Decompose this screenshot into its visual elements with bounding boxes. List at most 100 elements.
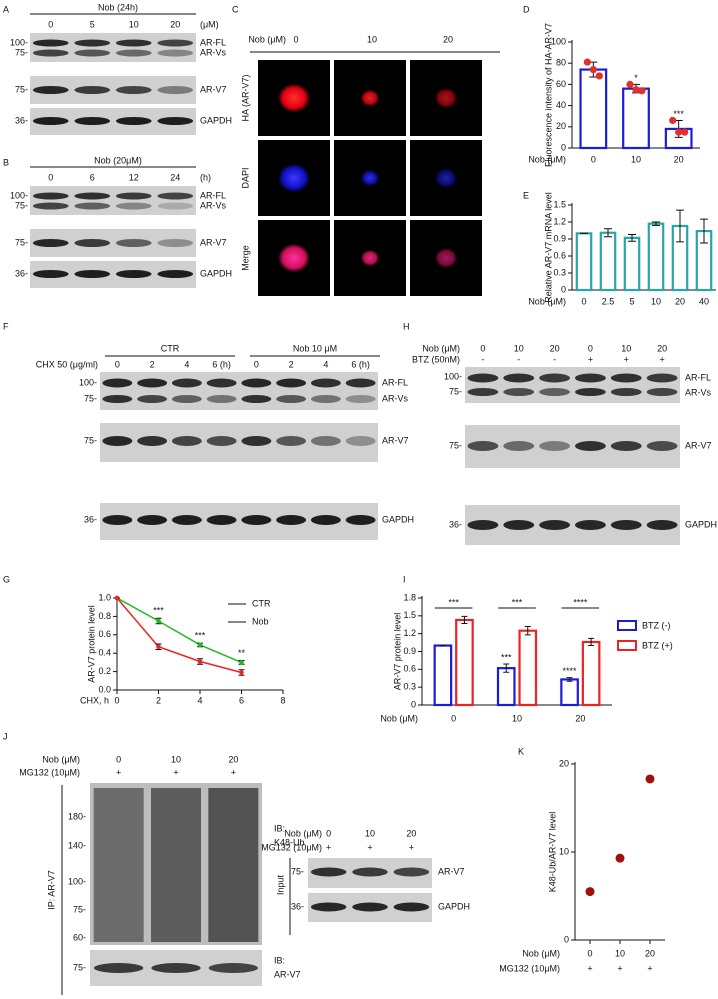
blot-band: [32, 202, 69, 210]
band-label: AR-FL: [200, 37, 226, 47]
unit: (μM): [200, 19, 219, 29]
blot: [465, 505, 680, 545]
lane-label: 20: [657, 343, 667, 353]
panel-letter: C: [232, 4, 239, 14]
blot-band: [610, 373, 642, 383]
blot-band: [102, 436, 133, 446]
blot-band: [115, 192, 152, 200]
mw-marker: 75-: [15, 237, 28, 247]
blot-band: [157, 39, 194, 47]
nucleus: [435, 248, 457, 268]
data-point: [595, 72, 603, 80]
x-tick-label: 0: [591, 154, 596, 164]
blot: [30, 33, 196, 62]
nucleus: [435, 88, 457, 108]
blot-band: [241, 395, 272, 403]
y-tick-label: 0.3: [403, 682, 416, 692]
blot-band: [206, 515, 237, 525]
panel-letter: A: [3, 4, 9, 14]
legend-label: Nob: [252, 616, 269, 626]
panel-letter: E: [523, 190, 529, 200]
ib-label: K48-Ub: [274, 837, 305, 847]
band-label: AR-Vs: [685, 387, 712, 397]
bar: [579, 68, 608, 150]
ib-label: IB:: [274, 823, 285, 833]
nucleus: [361, 89, 379, 107]
lane-label: 0: [48, 172, 53, 182]
legend-label: BTZ (-): [642, 620, 671, 630]
lane-label: 6 (h): [212, 359, 231, 369]
band-label: AR-V7: [685, 440, 712, 450]
row-label: DAPI: [240, 167, 250, 188]
error-bar: [566, 677, 573, 682]
lane-label: -: [481, 354, 484, 364]
blot-band: [539, 520, 570, 530]
blot-band: [345, 378, 376, 388]
bar: [455, 618, 474, 707]
bar: [433, 644, 453, 707]
error-bar: [461, 615, 468, 625]
x-tick-label: 2.5: [602, 296, 615, 306]
significance: ***: [673, 109, 684, 119]
data-point: [114, 595, 120, 601]
data-point: [638, 87, 646, 95]
blot-band: [171, 436, 202, 446]
x-tick-label: 10: [615, 948, 625, 958]
data-point: [156, 618, 161, 624]
blot-band: [137, 378, 168, 388]
lane-label: 0: [293, 34, 298, 44]
blot-band: [206, 395, 237, 403]
x-axis-label: Nob (μM): [528, 296, 566, 306]
error-bar: [604, 228, 612, 238]
x-tick-label: +: [587, 963, 592, 973]
blot-band: [157, 270, 194, 278]
data-point: [645, 774, 655, 784]
treatment: Nob (24h): [98, 2, 138, 12]
y-tick-label: 0.8: [98, 611, 111, 621]
legend-label: CTR: [252, 598, 271, 608]
x-axis-label: CHX, h: [80, 695, 109, 705]
blot-band: [539, 388, 570, 396]
blot-band: [115, 86, 152, 94]
mw-marker: 75-: [84, 393, 97, 403]
error-bar: [524, 626, 531, 636]
blot-band: [467, 520, 499, 530]
blot-band: [241, 378, 272, 388]
x-tick-label: 20: [675, 296, 685, 306]
lane-label: +: [409, 842, 414, 852]
treatment: Nob (μM): [248, 34, 286, 44]
band-label: AR-FL: [382, 377, 408, 387]
blot-band: [610, 388, 642, 396]
blot: [100, 372, 378, 410]
blot-band: [393, 902, 430, 912]
blot-band: [276, 378, 307, 388]
y-tick-label: 60: [556, 79, 566, 89]
blot-band: [115, 49, 152, 57]
mw-marker: 75-: [73, 962, 86, 972]
significance: ***: [153, 606, 164, 616]
blot-band: [575, 388, 606, 396]
smear: [93, 788, 144, 942]
y-axis-label: K48-Ub/AR-V7 level: [547, 812, 557, 893]
blot-band: [539, 441, 570, 451]
blot-band: [137, 395, 168, 403]
legend-label: BTZ (+): [642, 640, 673, 650]
blot-band: [74, 239, 111, 247]
y-tick-label: 100: [551, 36, 566, 46]
panel-letter: G: [3, 574, 10, 584]
blot-band: [102, 515, 133, 525]
significance: ***: [512, 597, 523, 607]
y-tick-label: 1.5: [403, 610, 416, 620]
y-axis-label: Fluorescence intensity of HA-AR-V7: [543, 23, 553, 167]
band-label: GAPDH: [200, 115, 232, 125]
bar: [496, 667, 516, 707]
panel-letter: B: [3, 157, 9, 167]
y-tick-label: 0.2: [98, 666, 111, 676]
blot-band: [115, 239, 152, 247]
lane-label: +: [367, 842, 372, 852]
lane-label: +: [231, 767, 236, 777]
blot-band: [137, 515, 168, 525]
blot-band: [137, 436, 168, 446]
band-label: AR-V7: [200, 84, 227, 94]
lane-label: 2: [289, 359, 294, 369]
